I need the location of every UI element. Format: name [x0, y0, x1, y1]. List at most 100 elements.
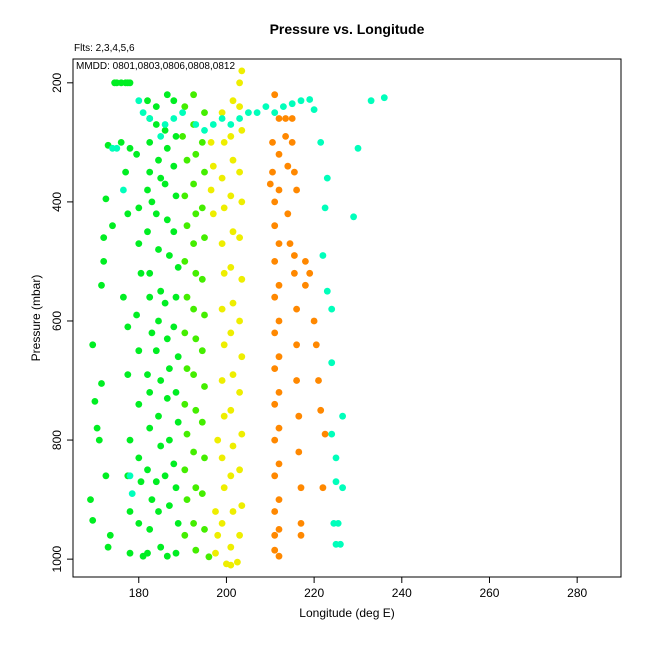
data-point — [135, 97, 143, 105]
data-point — [328, 359, 336, 367]
data-point — [284, 210, 292, 218]
data-point — [172, 192, 180, 200]
data-point — [170, 323, 178, 331]
data-point — [350, 213, 357, 221]
data-point — [192, 484, 200, 492]
y-tick-label: 600 — [50, 311, 64, 331]
data-point — [181, 192, 189, 200]
data-point — [332, 478, 340, 486]
x-tick-label: 280 — [567, 586, 587, 600]
data-point — [238, 502, 246, 509]
data-point — [104, 543, 112, 551]
data-point — [146, 293, 154, 301]
data-point — [269, 139, 276, 146]
data-point — [98, 380, 105, 387]
data-point — [218, 115, 226, 122]
data-point — [212, 549, 219, 557]
data-point — [152, 103, 160, 110]
data-point — [334, 520, 342, 527]
data-point — [144, 228, 151, 236]
data-point — [238, 126, 246, 134]
data-point — [89, 341, 97, 349]
data-point — [161, 180, 169, 188]
data-point — [179, 133, 187, 140]
data-point — [218, 240, 226, 248]
data-point — [291, 269, 298, 277]
data-point — [227, 192, 235, 200]
data-point — [229, 299, 237, 307]
data-point — [100, 234, 108, 242]
data-point — [179, 109, 187, 116]
data-point — [328, 305, 336, 313]
data-point — [236, 103, 244, 110]
data-point — [245, 109, 252, 116]
data-point — [163, 216, 171, 224]
y-axis: 200 400 600 800 1000 — [50, 72, 73, 572]
data-point — [297, 531, 305, 539]
data-point — [286, 240, 294, 248]
data-point — [321, 430, 329, 438]
data-point — [174, 353, 182, 361]
data-point — [155, 508, 162, 515]
data-point — [271, 400, 279, 408]
data-point — [306, 269, 314, 277]
data-point — [205, 553, 213, 561]
data-point — [291, 252, 298, 259]
data-point — [293, 341, 300, 349]
data-point — [236, 389, 244, 396]
data-point — [161, 121, 169, 128]
data-point — [271, 508, 279, 515]
data-point — [163, 552, 171, 560]
data-point — [271, 472, 279, 480]
data-point — [227, 329, 235, 337]
x-tick-label: 240 — [392, 586, 412, 600]
data-point — [229, 508, 237, 515]
data-point — [271, 293, 279, 301]
x-tick-label: 260 — [479, 586, 499, 600]
data-point — [148, 198, 156, 206]
data-point — [227, 264, 235, 271]
data-point — [157, 442, 165, 450]
data-point — [95, 436, 103, 444]
data-point — [271, 436, 279, 444]
data-point — [146, 269, 154, 277]
data-point — [238, 275, 246, 283]
data-point — [271, 258, 279, 265]
data-point — [275, 552, 283, 560]
data-point — [124, 371, 132, 378]
data-point — [337, 540, 344, 548]
data-point — [198, 275, 206, 283]
data-point — [220, 139, 228, 146]
data-point — [280, 103, 287, 110]
data-point — [133, 311, 141, 319]
data-point — [135, 240, 143, 248]
data-point — [198, 347, 206, 355]
data-point — [181, 531, 189, 539]
data-point — [275, 115, 283, 122]
data-point — [181, 258, 189, 265]
data-point — [126, 508, 134, 515]
data-point — [183, 365, 191, 372]
data-point — [367, 97, 375, 105]
data-point — [214, 531, 222, 539]
data-point — [183, 293, 191, 301]
data-point — [117, 139, 125, 146]
data-point — [220, 484, 228, 492]
data-point — [133, 150, 141, 158]
data-point — [332, 454, 340, 462]
data-point — [317, 406, 325, 414]
data-point — [323, 174, 331, 182]
data-point — [152, 121, 160, 128]
data-point — [144, 371, 151, 378]
data-point — [172, 549, 180, 557]
data-point — [139, 109, 147, 116]
data-point — [161, 472, 169, 480]
data-point — [135, 520, 143, 527]
data-point — [192, 335, 200, 343]
data-point — [155, 412, 162, 420]
data-point — [201, 311, 208, 319]
data-point — [284, 162, 292, 170]
data-point — [155, 156, 162, 164]
data-point — [181, 466, 189, 474]
